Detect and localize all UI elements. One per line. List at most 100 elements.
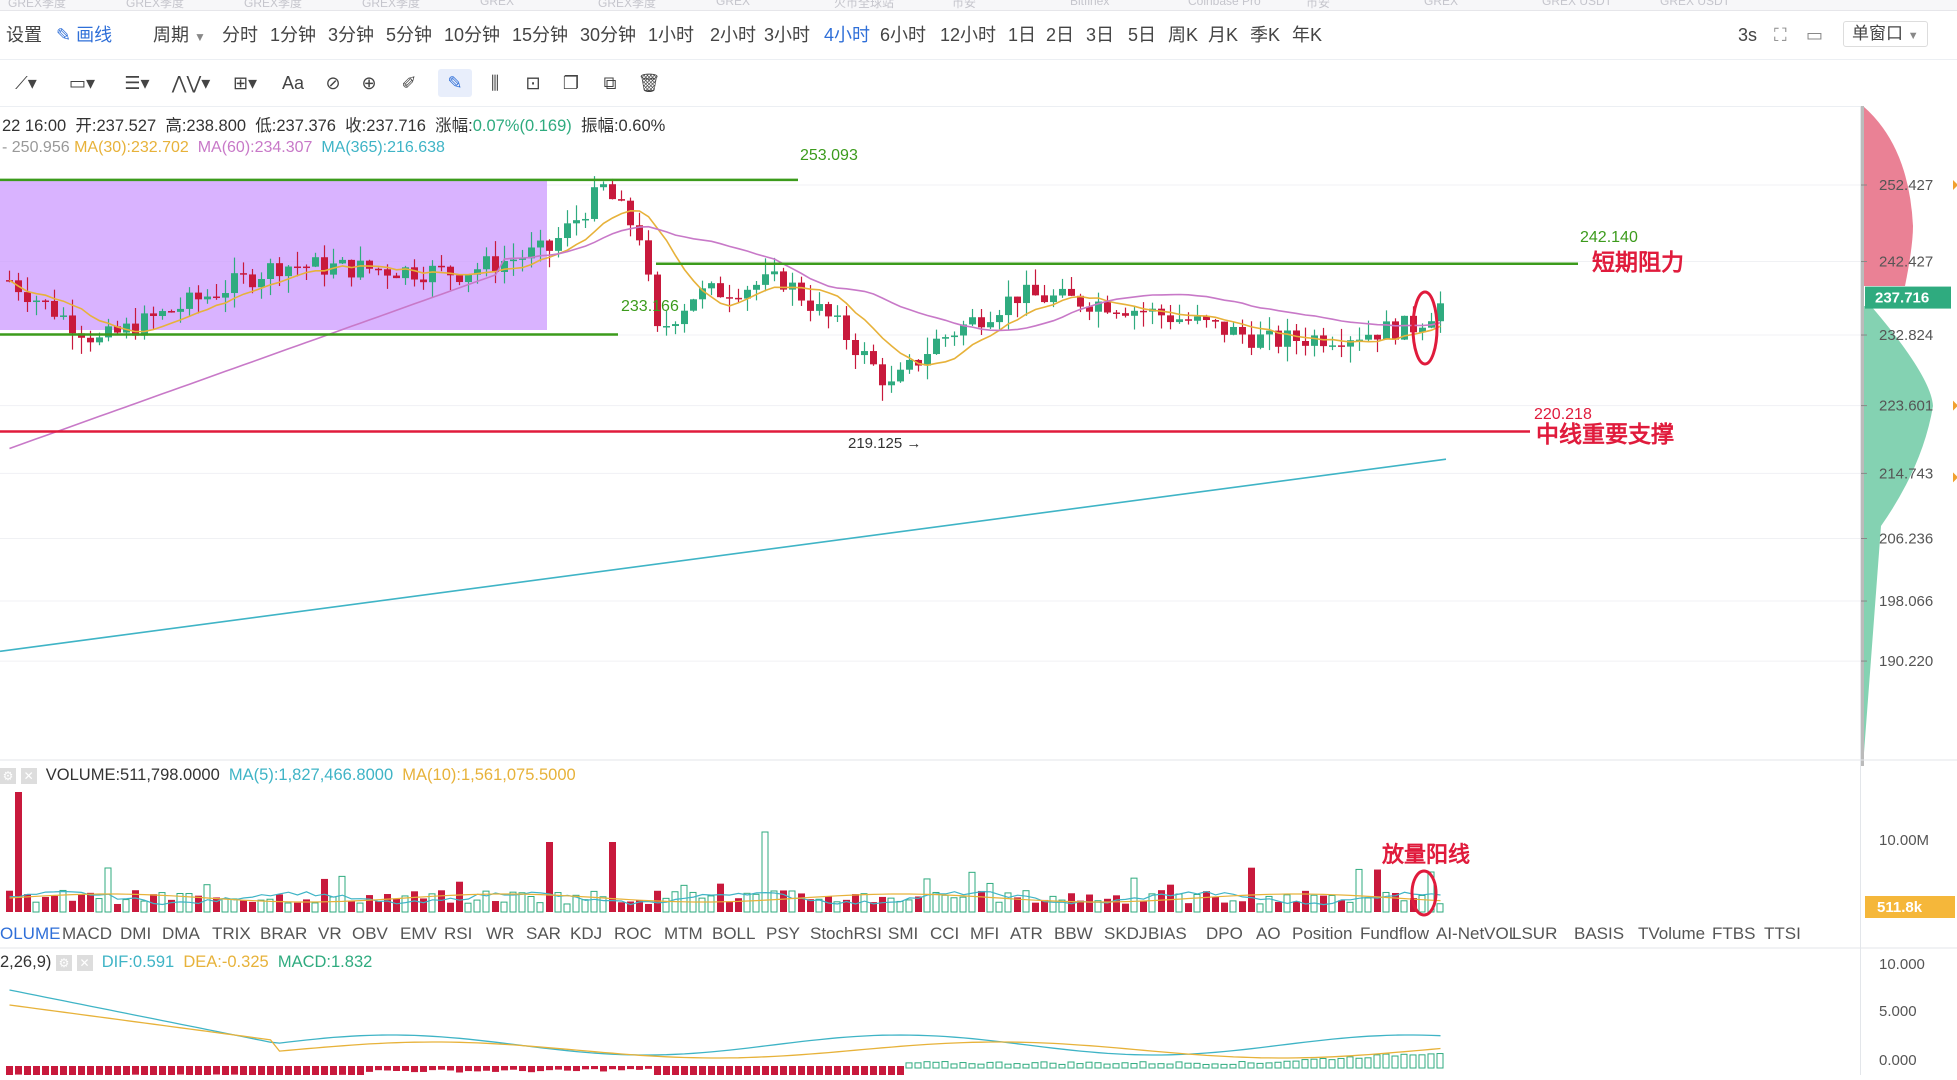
trash-icon[interactable]: 🗑 — [637, 73, 661, 93]
draw-button[interactable]: ✎ 画线 — [56, 23, 112, 47]
period-20[interactable]: 年K — [1292, 25, 1323, 45]
indicator-tab-33[interactable]: FTBS — [1712, 924, 1756, 943]
layers-tool-icon[interactable]: ⧉ — [603, 73, 617, 93]
window-icon[interactable]: ▭ — [1806, 25, 1824, 45]
trendline-tool-icon[interactable]: ⟋▾ — [15, 73, 37, 93]
exchange-tab[interactable]: GREX季度 — [8, 0, 67, 10]
exchange-tab[interactable]: GREX USDT — [1660, 0, 1731, 8]
close-icon[interactable]: ✕ — [76, 955, 93, 971]
indicator-tab-16[interactable]: PSY — [766, 924, 801, 943]
indicator-tab-18[interactable]: SMI — [888, 924, 919, 943]
indicator-tab-27[interactable]: Position — [1292, 924, 1353, 943]
indicator-tab-12[interactable]: KDJ — [570, 924, 603, 943]
copy-tool-icon[interactable]: ❐ — [562, 73, 580, 93]
indicator-tab-32[interactable]: TVolume — [1638, 924, 1706, 943]
indicator-tab-34[interactable]: TTSI — [1764, 924, 1801, 943]
period-5[interactable]: 15分钟 — [512, 25, 569, 45]
wave-tool-icon[interactable]: ⋀⋁▾ — [171, 73, 211, 93]
hline-tool-icon[interactable]: ☰▾ — [124, 73, 150, 93]
indicator-tab-29[interactable]: AI-NetVOL — [1436, 924, 1519, 943]
ruler-tool-icon[interactable]: ✐ — [401, 73, 417, 93]
measure-tool-icon[interactable]: ⊞▾ — [232, 73, 258, 93]
indicator-tab-2[interactable]: DMI — [120, 924, 152, 943]
indicator-tab-22[interactable]: BBW — [1054, 924, 1093, 943]
lock-tool-icon[interactable]: ⊡ — [525, 73, 541, 93]
candle-tool-icon[interactable]: ⫼ — [490, 73, 500, 93]
exchange-tab[interactable]: GREX — [716, 0, 751, 8]
indicator-tab-11[interactable]: SAR — [526, 924, 561, 943]
indicator-tab-23[interactable]: SKDJ — [1104, 924, 1148, 943]
period-14[interactable]: 2日 — [1046, 25, 1075, 45]
exchange-tab[interactable]: Bitfinex — [1070, 0, 1110, 8]
indicator-tab-3[interactable]: DMA — [162, 924, 200, 943]
refresh-interval[interactable]: 3s — [1738, 25, 1758, 45]
period-1[interactable]: 1分钟 — [270, 25, 317, 45]
period-7[interactable]: 1小时 — [648, 25, 695, 45]
period-13[interactable]: 1日 — [1008, 25, 1037, 45]
period-11[interactable]: 6小时 — [880, 25, 927, 45]
period-10[interactable]: 4小时 — [824, 25, 871, 45]
macd-bar — [168, 1066, 175, 1075]
indicator-tab-13[interactable]: ROC — [614, 924, 652, 943]
period-6[interactable]: 30分钟 — [580, 25, 637, 45]
indicator-tab-24[interactable]: BIAS — [1148, 924, 1187, 943]
period-2[interactable]: 3分钟 — [328, 25, 375, 45]
indicator-tab-25[interactable]: DPO — [1206, 924, 1243, 943]
settings-button[interactable]: 设置 — [6, 25, 42, 45]
indicator-tab-31[interactable]: BASIS — [1574, 924, 1625, 943]
period-18[interactable]: 月K — [1208, 25, 1239, 45]
indicator-tab-5[interactable]: BRAR — [260, 924, 308, 943]
indicator-tab-0[interactable]: OLUME — [0, 924, 61, 943]
settings-icon[interactable]: ⚙ — [55, 955, 72, 971]
period-4[interactable]: 10分钟 — [444, 25, 501, 45]
exchange-tab[interactable]: GREX季度 — [126, 0, 185, 10]
settings-icon[interactable]: ⚙ — [0, 768, 16, 784]
period-15[interactable]: 3日 — [1086, 25, 1115, 45]
indicator-tab-19[interactable]: CCI — [930, 924, 960, 943]
period-0[interactable]: 分时 — [222, 25, 258, 45]
indicator-tab-10[interactable]: WR — [486, 924, 515, 943]
fullscreen-icon[interactable]: ⛶ — [1774, 25, 1787, 45]
indicator-tab-9[interactable]: RSI — [444, 924, 473, 943]
exchange-tab[interactable]: GREX季度 — [362, 0, 421, 10]
exchange-tab[interactable]: GREX — [1424, 0, 1459, 8]
indicator-tab-26[interactable]: AO — [1256, 924, 1281, 943]
period-12[interactable]: 12小时 — [940, 25, 997, 45]
magnet-tool-icon[interactable]: ⊕ — [361, 73, 377, 93]
indicator-tab-4[interactable]: TRIX — [212, 924, 251, 943]
price-axis-panel[interactable]: 252.427 242.427 232.824 223.601 214.743 206.2… — [1860, 106, 1957, 1075]
exchange-tab[interactable]: GREX USDT — [1542, 0, 1613, 8]
indicator-tab-7[interactable]: OBV — [352, 924, 388, 943]
indicator-tab-20[interactable]: MFI — [970, 924, 1000, 943]
indicator-tab-14[interactable]: MTM — [664, 924, 703, 943]
indicator-tab-6[interactable]: VR — [318, 924, 342, 943]
indicator-tab-30[interactable]: LSUR — [1512, 924, 1558, 943]
exchange-tab[interactable]: GREX — [480, 0, 515, 8]
indicator-tab-1[interactable]: MACD — [62, 924, 113, 943]
period-16[interactable]: 5日 — [1128, 25, 1157, 45]
period-17[interactable]: 周K — [1168, 25, 1199, 45]
indicator-tab-15[interactable]: BOLL — [712, 924, 756, 943]
close-icon[interactable]: ✕ — [20, 768, 37, 784]
exchange-tab[interactable]: GREX季度 — [244, 0, 303, 10]
fib-tool-icon[interactable]: ⊘ — [325, 73, 341, 93]
period-9[interactable]: 3小时 — [764, 25, 811, 45]
period-8[interactable]: 2小时 — [710, 25, 757, 45]
pen-tool-icon[interactable]: ✎ — [438, 69, 472, 97]
text-tool-icon[interactable]: Aa — [281, 73, 305, 93]
period-3[interactable]: 5分钟 — [386, 25, 433, 45]
exchange-tab[interactable]: Coinbase Pro — [1188, 0, 1261, 8]
indicator-tab-28[interactable]: Fundflow — [1360, 924, 1429, 943]
rectangle-tool-icon[interactable]: ▭▾ — [68, 73, 96, 93]
indicator-tab-21[interactable]: ATR — [1010, 924, 1043, 943]
exchange-tab[interactable]: GREX季度 — [598, 0, 657, 10]
window-mode-select[interactable]: 单窗口 ▼ — [1843, 21, 1928, 47]
period-19[interactable]: 季K — [1250, 25, 1281, 45]
exchange-tab[interactable]: 火币全球站 — [834, 0, 895, 10]
period-dropdown[interactable]: 周期 ▼ — [153, 23, 206, 47]
indicator-tab-17[interactable]: StochRSI — [810, 924, 882, 943]
exchange-tab[interactable]: 币安 — [1306, 0, 1331, 10]
indicator-tab-8[interactable]: EMV — [400, 924, 437, 943]
exchange-tab[interactable]: 币安 — [952, 0, 977, 10]
